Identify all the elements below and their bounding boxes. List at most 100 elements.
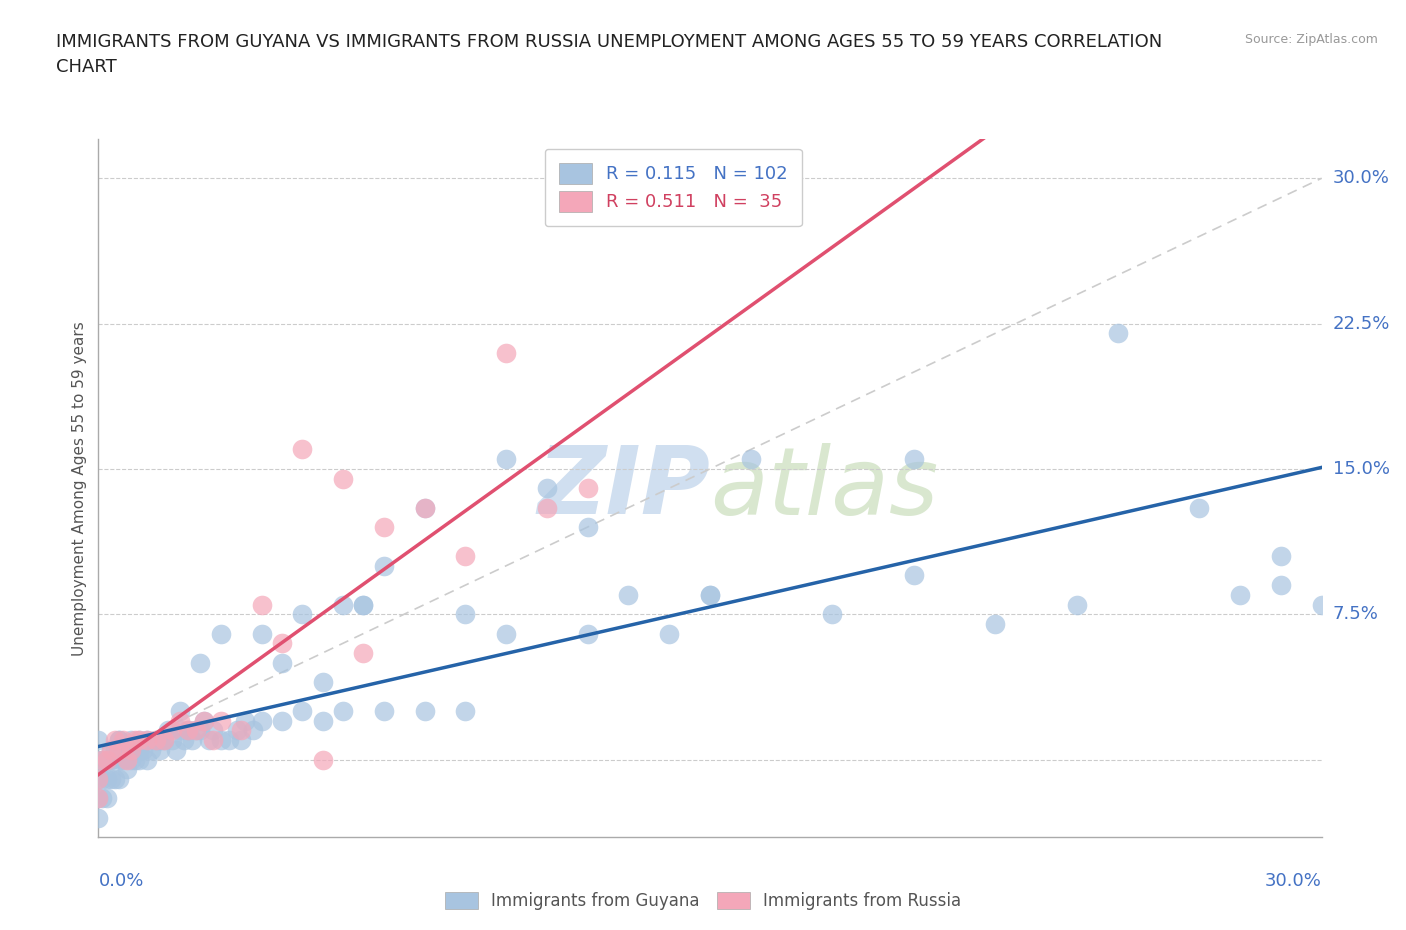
Point	[186, 723, 208, 737]
Legend: R = 0.115   N = 102, R = 0.511   N =  35: R = 0.115 N = 102, R = 0.511 N = 35	[544, 149, 801, 226]
Point	[169, 723, 191, 737]
Point	[332, 704, 354, 719]
Point	[209, 733, 232, 748]
Point	[242, 723, 264, 737]
Point	[197, 733, 219, 748]
Point	[658, 626, 681, 641]
Point	[87, 772, 110, 787]
Point	[108, 733, 131, 748]
Point	[136, 752, 159, 767]
Point	[111, 752, 134, 767]
Point	[108, 733, 131, 748]
Point	[128, 733, 150, 748]
Point	[104, 733, 127, 748]
Point	[120, 742, 142, 757]
Point	[91, 790, 114, 805]
Text: 7.5%: 7.5%	[1333, 605, 1379, 623]
Point	[156, 723, 179, 737]
Point	[160, 733, 183, 748]
Point	[108, 742, 131, 757]
Point	[145, 733, 167, 748]
Point	[169, 713, 191, 728]
Point	[177, 723, 200, 737]
Point	[332, 472, 354, 486]
Point	[91, 752, 114, 767]
Text: ZIP: ZIP	[537, 443, 710, 534]
Point	[218, 733, 240, 748]
Point	[100, 772, 122, 787]
Text: Source: ZipAtlas.com: Source: ZipAtlas.com	[1244, 33, 1378, 46]
Point	[1066, 597, 1088, 612]
Point	[270, 636, 294, 651]
Point	[312, 752, 335, 767]
Point	[120, 733, 142, 748]
Point	[160, 723, 183, 737]
Point	[111, 733, 134, 748]
Point	[291, 704, 314, 719]
Point	[128, 752, 150, 767]
Point	[108, 772, 131, 787]
Y-axis label: Unemployment Among Ages 55 to 59 years: Unemployment Among Ages 55 to 59 years	[72, 321, 87, 656]
Point	[128, 742, 150, 757]
Point	[903, 452, 925, 467]
Point	[124, 742, 146, 757]
Point	[136, 733, 159, 748]
Point	[188, 723, 212, 737]
Point	[145, 733, 167, 748]
Point	[312, 674, 335, 689]
Point	[984, 617, 1007, 631]
Point	[87, 772, 110, 787]
Point	[120, 752, 142, 767]
Point	[454, 704, 477, 719]
Point	[128, 733, 150, 748]
Point	[100, 742, 122, 757]
Point	[87, 790, 110, 805]
Point	[1270, 549, 1292, 564]
Point	[250, 626, 273, 641]
Text: atlas: atlas	[710, 443, 938, 534]
Point	[96, 752, 118, 767]
Point	[193, 713, 215, 728]
Point	[373, 704, 395, 719]
Point	[821, 606, 844, 621]
Point	[495, 626, 517, 641]
Point	[617, 588, 640, 603]
Point	[152, 733, 174, 748]
Point	[352, 597, 374, 612]
Point	[173, 733, 195, 748]
Point	[373, 558, 395, 573]
Point	[536, 481, 558, 496]
Point	[111, 742, 134, 757]
Point	[740, 452, 762, 467]
Point	[312, 713, 335, 728]
Point	[136, 733, 159, 748]
Point	[124, 733, 146, 748]
Point	[413, 500, 436, 515]
Point	[87, 810, 110, 825]
Point	[193, 713, 215, 728]
Point	[96, 772, 118, 787]
Point	[495, 345, 517, 360]
Point	[250, 597, 273, 612]
Point	[454, 606, 477, 621]
Text: 15.0%: 15.0%	[1333, 459, 1389, 478]
Point	[115, 762, 138, 777]
Point	[104, 742, 127, 757]
Point	[100, 742, 122, 757]
Point	[132, 742, 155, 757]
Point	[270, 713, 294, 728]
Point	[188, 655, 212, 670]
Point	[352, 645, 374, 660]
Point	[576, 481, 599, 496]
Point	[96, 752, 118, 767]
Point	[291, 442, 314, 457]
Point	[373, 520, 395, 535]
Point	[152, 733, 174, 748]
Point	[413, 704, 436, 719]
Point	[209, 713, 232, 728]
Point	[100, 752, 122, 767]
Point	[186, 723, 208, 737]
Legend: Immigrants from Guyana, Immigrants from Russia: Immigrants from Guyana, Immigrants from …	[439, 885, 967, 917]
Point	[270, 655, 294, 670]
Point	[1107, 326, 1129, 340]
